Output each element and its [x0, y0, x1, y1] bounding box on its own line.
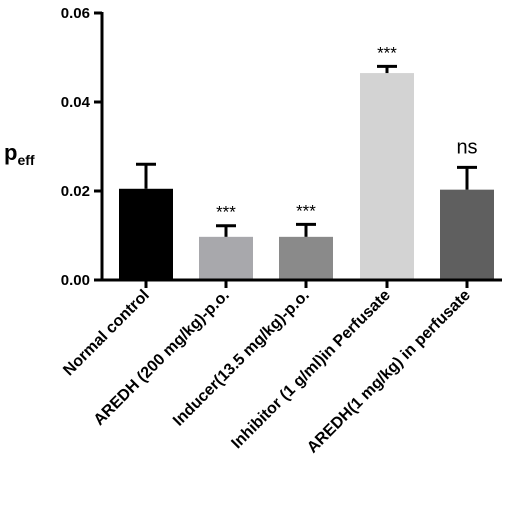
annotation-4: ns — [456, 136, 477, 158]
category-label-1: AREDH (200 mg/kg)-p.o. — [91, 287, 233, 429]
axes — [100, 12, 502, 282]
bars — [119, 73, 494, 280]
y-ticks: 0.00 0.02 0.04 0.06 — [61, 5, 102, 289]
error-bars — [136, 64, 477, 237]
y-tick-label-0: 0.00 — [61, 272, 90, 289]
bar-1 — [199, 236, 253, 280]
y-axis-title: peff — [4, 140, 35, 168]
error-bar-3 — [377, 64, 397, 74]
error-bar-4 — [457, 165, 477, 190]
bar-4 — [440, 189, 494, 280]
annotation-2: *** — [296, 201, 316, 220]
bar-2 — [279, 236, 333, 280]
category-label-0: Normal control — [60, 287, 152, 379]
annotation-3: *** — [377, 43, 397, 62]
y-axis-title-sub: eff — [17, 152, 34, 168]
significance-annotations: *** *** *** ns — [216, 43, 477, 221]
x-ticks — [144, 280, 469, 288]
error-bar-1 — [216, 224, 236, 237]
y-tick-label-2: 0.04 — [61, 94, 91, 111]
y-tick-label-3: 0.06 — [61, 5, 90, 22]
y-axis-title-main: p — [4, 140, 17, 165]
svg-text:peff: peff — [4, 140, 35, 168]
error-bar-0 — [136, 162, 156, 189]
bar-3 — [360, 73, 414, 280]
annotation-1: *** — [216, 203, 236, 222]
category-label-2: Inducer(13.5 mg/kg)-p.o. — [170, 287, 313, 430]
bar-0 — [119, 188, 173, 280]
category-label-4: AREDH(1 mg/kg) in perfusate — [304, 287, 474, 457]
category-label-3: Inhibitor (1 g/ml)in Perfusate — [228, 287, 393, 452]
error-bar-2 — [296, 222, 316, 237]
y-tick-label-1: 0.02 — [61, 183, 90, 200]
